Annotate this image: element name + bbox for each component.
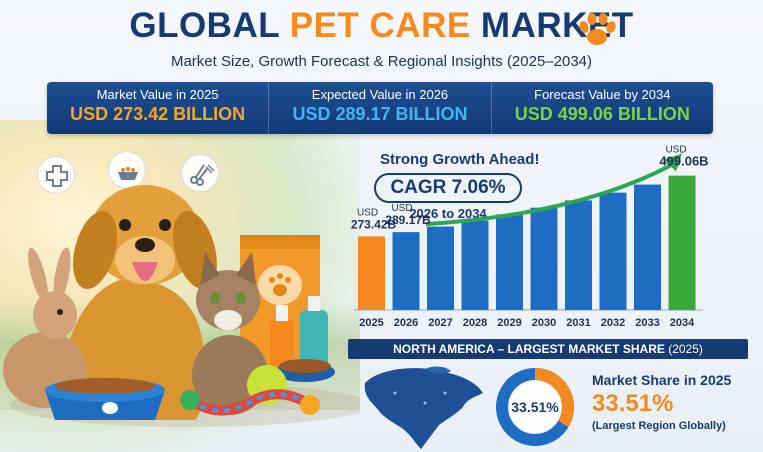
donut-share-arc [496, 368, 574, 446]
kpi-2034: Forecast Value by 2034 USD 499.06 BILLIO… [492, 82, 713, 134]
paw-icon [579, 13, 616, 45]
bar-2034 [668, 175, 696, 310]
x-tick-label: 2030 [532, 317, 556, 329]
title-part-2: PET CARE [289, 6, 471, 45]
bar-2028 [461, 220, 489, 310]
kpi-value: USD 499.06 BILLION [514, 104, 690, 124]
kpi-banner: Market Value in 2025 USD 273.42 BILLION … [47, 82, 713, 134]
kpi-label: Forecast Value by 2034 [534, 87, 671, 102]
bar-2032 [599, 192, 627, 310]
growth-arrow-head [664, 153, 682, 172]
growth-heading: Strong Growth Ahead! [380, 151, 540, 168]
x-tick-label: 2031 [566, 317, 590, 329]
donut-label: 33.51% [511, 399, 559, 415]
grooming-scissors-comb-icon [181, 154, 219, 192]
region-banner-year: (2025) [668, 342, 703, 356]
page-title: GLOBAL PET CARE MARKET [0, 6, 763, 46]
data-label-prefix: USD [357, 207, 378, 218]
growth-arrow [425, 161, 675, 227]
bar-2033 [634, 184, 661, 310]
data-label-value: 273.42B [351, 217, 397, 231]
x-tick-label: 2032 [601, 317, 625, 329]
data-label-value: 499.06B [659, 154, 708, 169]
kpi-2025: Market Value in 2025 USD 273.42 BILLION [47, 82, 270, 134]
rope-toy-image [180, 389, 320, 416]
food-bowl-image [45, 378, 165, 420]
title-part-1: GLOBAL [129, 6, 290, 45]
bar-2029 [496, 214, 523, 310]
x-tick-label: 2034 [670, 317, 695, 329]
bar-2031 [565, 200, 592, 310]
pets-illustration [3, 185, 360, 427]
share-note: (Largest Region Globally) [592, 420, 726, 432]
cagr-badge: CAGR 7.06% [374, 173, 522, 203]
x-tick-label: 2033 [635, 317, 659, 329]
kpi-label: Market Value in 2025 [96, 87, 219, 102]
region-banner-main: NORTH AMERICA – LARGEST MARKET SHARE [393, 342, 669, 356]
market-share-block: Market Share in 2025 33.51% (Largest Reg… [592, 372, 731, 432]
kpi-label: Expected Value in 2026 [311, 87, 449, 102]
page-subtitle: Market Size, Growth Forecast & Regional … [170, 53, 593, 70]
x-tick-label: 2027 [428, 317, 452, 329]
cat-image [192, 252, 268, 415]
x-tick-label: 2026 [394, 317, 418, 329]
bar-2027 [427, 226, 454, 310]
share-value: 33.51% [592, 390, 674, 417]
medical-cross-icon [37, 156, 75, 194]
bar-2030 [530, 207, 558, 310]
data-label-prefix: USD [665, 145, 686, 156]
kpi-value: USD 273.42 BILLION [70, 104, 246, 124]
bar-chart: 2025 2026 2027 2028 2029 2030 2031 2032 2033 2034… [351, 145, 709, 329]
bar-2025 [358, 236, 385, 310]
kpi-value: USD 289.17 BILLION [292, 104, 468, 124]
x-tick-label: 2029 [497, 317, 521, 329]
x-tick-label: 2028 [463, 317, 487, 329]
x-tick-label: 2025 [359, 317, 383, 329]
share-title: Market Share in 2025 [592, 372, 732, 388]
shampoo-bottles-image [270, 296, 328, 370]
market-share-donut: 33.51% [496, 368, 574, 446]
bar-2026 [392, 232, 420, 310]
kpi-2026: Expected Value in 2026 USD 289.17 BILLIO… [269, 82, 492, 134]
data-label-prefix: USD [391, 203, 412, 214]
cagr-range: 2026 to 2034 [409, 206, 487, 221]
north-america-map-icon [364, 366, 483, 449]
data-label-value: 289.17B [385, 213, 431, 227]
region-banner: NORTH AMERICA – LARGEST MARKET SHARE (20… [348, 339, 748, 359]
